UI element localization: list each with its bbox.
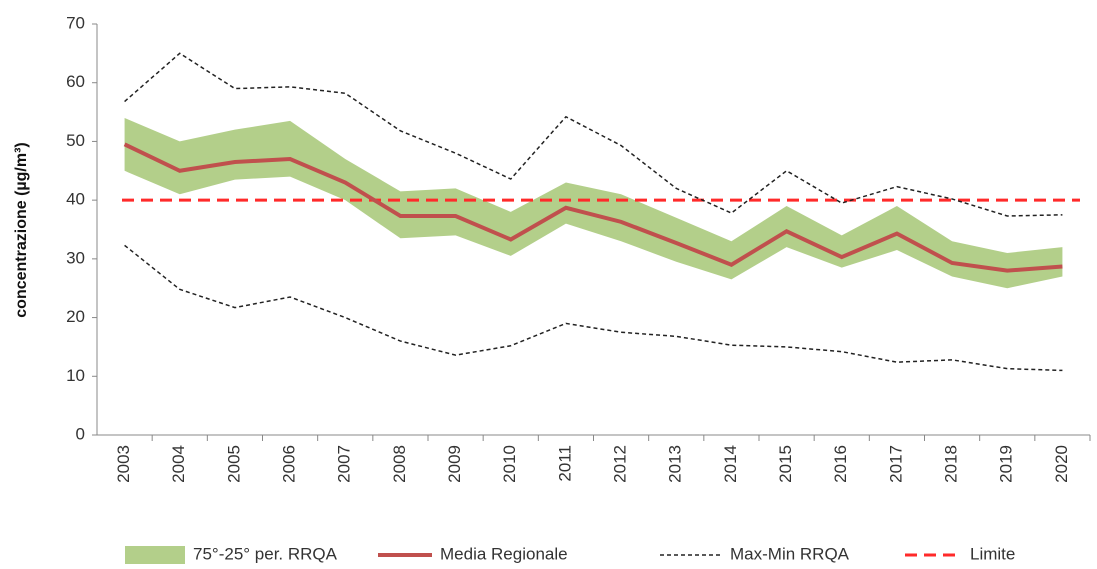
y-tick-label: 20 (66, 307, 85, 326)
legend-label: Max-Min RRQA (730, 544, 850, 563)
x-tick-label: 2010 (500, 445, 519, 483)
y-tick-label: 70 (66, 13, 85, 32)
mean-line (123, 142, 1063, 273)
x-tick-label: 2006 (280, 445, 299, 483)
y-axis-label: concentrazione (µg/m³) (13, 142, 30, 317)
x-tick-label: 2015 (776, 445, 795, 483)
x-tick-label: 2017 (886, 445, 905, 483)
x-tick-label: 2003 (114, 445, 133, 483)
x-tick-label: 2019 (997, 445, 1016, 483)
percentile-band (124, 117, 1063, 289)
x-tick-label: 2004 (169, 445, 188, 483)
y-tick-label: 0 (76, 424, 85, 443)
x-tick-label: 2016 (831, 445, 850, 483)
x-tick-label: 2009 (445, 445, 464, 483)
x-tick-label: 2011 (555, 445, 574, 482)
x-tick-label: 2008 (390, 445, 409, 483)
y-tick-label: 50 (66, 131, 85, 150)
max-line (124, 52, 1063, 217)
y-tick-label: 30 (66, 248, 85, 267)
legend-swatch (125, 546, 185, 564)
x-tick-label: 2012 (611, 445, 630, 483)
legend-label: Limite (970, 544, 1015, 563)
y-tick-label: 40 (66, 190, 85, 209)
legend-label: 75°-25° per. RRQA (193, 544, 338, 563)
y-tick-label: 60 (66, 72, 85, 91)
x-tick-label: 2005 (224, 445, 243, 483)
x-tick-label: 2018 (942, 445, 961, 483)
x-tick-label: 2014 (721, 445, 740, 483)
legend-label: Media Regionale (440, 544, 568, 563)
y-tick-label: 10 (66, 366, 85, 385)
min-line (124, 244, 1063, 372)
x-tick-label: 2020 (1052, 445, 1071, 483)
x-tick-label: 2013 (666, 445, 685, 483)
x-tick-label: 2007 (335, 445, 354, 483)
